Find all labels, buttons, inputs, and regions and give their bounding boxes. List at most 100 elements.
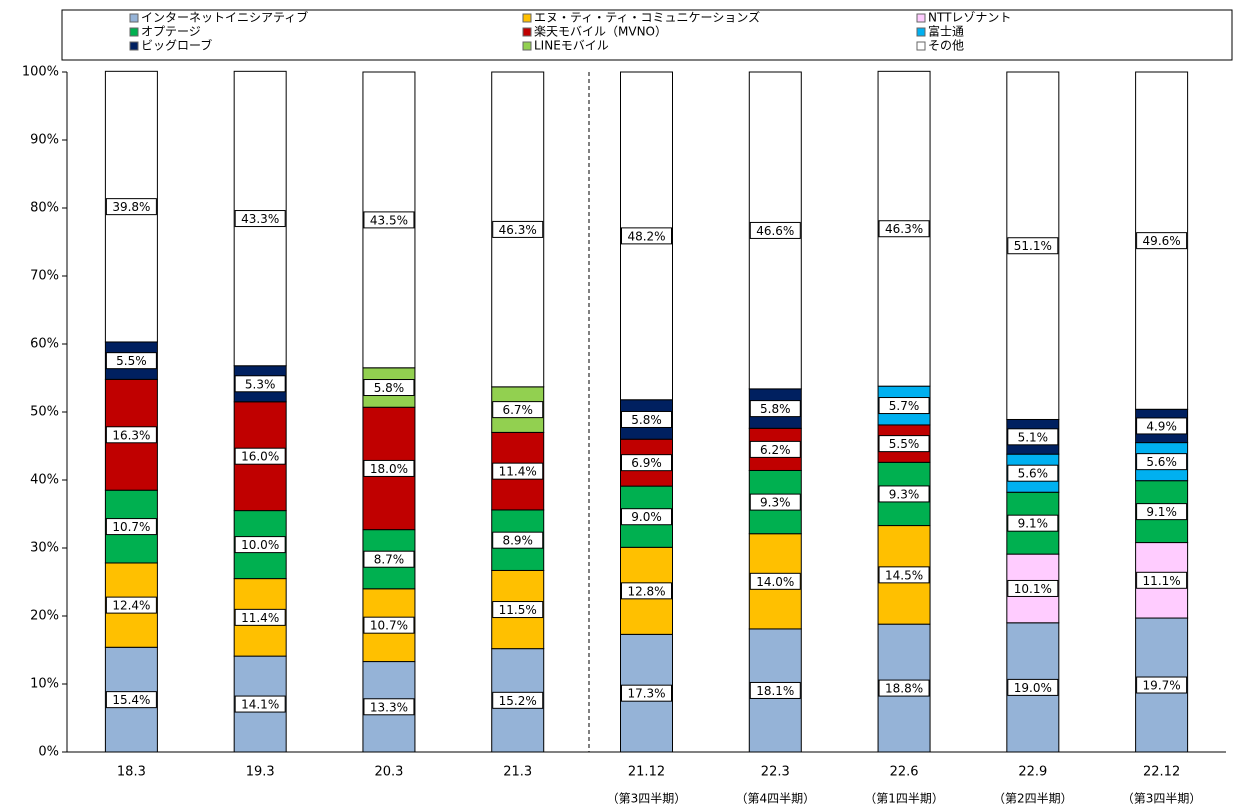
value-label-box xyxy=(492,462,544,480)
value-label: 9.3% xyxy=(889,487,920,501)
value-label: 51.1% xyxy=(1014,239,1052,253)
x-tick-label: 22.9 xyxy=(1018,765,1047,780)
value-label: 5.5% xyxy=(116,354,147,368)
value-label-box xyxy=(621,227,672,245)
x-tick-label: 21.12 xyxy=(628,765,665,780)
value-label: 10.7% xyxy=(370,619,408,633)
y-tick-label: 80% xyxy=(30,201,59,216)
value-label-box xyxy=(492,691,544,709)
value-label: 8.9% xyxy=(502,534,533,548)
x-tick-label: 20.3 xyxy=(374,765,403,780)
value-label-box xyxy=(1136,232,1188,250)
value-label: 5.1% xyxy=(1018,430,1049,444)
value-label: 5.3% xyxy=(245,377,276,391)
value-label-box xyxy=(878,397,930,415)
value-label: 10.1% xyxy=(1014,582,1052,596)
value-label-box xyxy=(621,684,672,702)
value-label: 14.0% xyxy=(756,575,794,589)
value-label-box xyxy=(749,221,801,239)
y-tick-label: 0% xyxy=(38,745,59,760)
value-label-box xyxy=(234,447,286,465)
value-label-box xyxy=(492,401,544,419)
value-label-box xyxy=(878,566,930,584)
y-tick-label: 100% xyxy=(22,65,59,80)
value-label: 12.4% xyxy=(112,599,150,613)
value-label-box xyxy=(492,220,544,238)
value-label: 46.3% xyxy=(885,222,923,236)
x-tick-sublabel: （第1四半期） xyxy=(864,792,944,806)
legend-swatch xyxy=(916,13,926,23)
legend-swatch xyxy=(522,41,532,51)
y-tick-label: 20% xyxy=(30,609,59,624)
value-label: 9.3% xyxy=(760,496,791,510)
value-label: 8.7% xyxy=(374,553,405,567)
value-label-box xyxy=(234,695,286,713)
x-tick-sublabel: （第4四半期） xyxy=(735,792,815,806)
value-label-box xyxy=(1136,571,1188,589)
y-tick-label: 40% xyxy=(30,473,59,488)
x-tick-label: 22.12 xyxy=(1143,765,1180,780)
value-label-box xyxy=(878,485,930,503)
value-label: 19.7% xyxy=(1143,679,1181,693)
value-label: 10.7% xyxy=(112,520,150,534)
value-label: 6.9% xyxy=(631,456,662,470)
legend-swatch xyxy=(129,27,139,37)
value-label-box xyxy=(621,454,672,472)
legend-label: 富士通 xyxy=(928,24,964,39)
value-label: 14.5% xyxy=(885,568,923,582)
value-label: 19.0% xyxy=(1014,681,1052,695)
value-label-box xyxy=(749,572,801,590)
value-label-box xyxy=(105,596,157,614)
legend-label: NTTレゾナント xyxy=(928,11,1011,25)
legend-label: ビッグローブ xyxy=(141,38,212,53)
value-label: 15.2% xyxy=(499,694,537,708)
legend-label: エヌ・ティ・ティ・コミュニケーションズ xyxy=(534,10,760,25)
value-label-box xyxy=(621,508,672,526)
value-label: 49.6% xyxy=(1143,234,1181,248)
x-tick-label: 18.3 xyxy=(117,765,146,780)
value-label-box xyxy=(1136,503,1188,521)
y-tick-label: 60% xyxy=(30,337,59,352)
value-label-box xyxy=(234,536,286,554)
value-label-box xyxy=(234,608,286,626)
value-label-box xyxy=(1136,417,1188,435)
value-label-box xyxy=(1007,678,1059,696)
value-label: 5.8% xyxy=(760,402,791,416)
legend-swatch xyxy=(522,13,532,23)
y-tick-label: 90% xyxy=(30,133,59,148)
value-label-box xyxy=(1136,453,1188,471)
value-label: 15.4% xyxy=(112,693,150,707)
value-label-box xyxy=(234,375,286,393)
x-tick-label: 19.3 xyxy=(246,765,275,780)
x-tick-sublabel: （第2四半期） xyxy=(993,792,1073,806)
legend-label: オプテージ xyxy=(141,25,201,39)
value-label-box xyxy=(105,691,157,709)
value-label-box xyxy=(1007,237,1059,255)
value-label: 9.0% xyxy=(631,510,662,524)
y-tick-label: 30% xyxy=(30,541,59,556)
value-label: 16.0% xyxy=(241,450,279,464)
value-label: 14.1% xyxy=(241,698,279,712)
legend-swatch xyxy=(522,27,532,37)
value-label-box xyxy=(1007,464,1059,482)
value-label: 13.3% xyxy=(370,700,408,714)
value-label: 18.1% xyxy=(756,684,794,698)
x-tick-sublabel: （第3四半期） xyxy=(1122,792,1202,806)
value-label: 9.1% xyxy=(1146,505,1177,519)
legend-swatch xyxy=(916,41,926,51)
y-tick-label: 70% xyxy=(30,269,59,284)
value-label-box xyxy=(105,426,157,444)
value-label: 18.8% xyxy=(885,682,923,696)
y-tick-label: 10% xyxy=(30,677,59,692)
value-label-box xyxy=(492,601,544,619)
value-label: 43.5% xyxy=(370,213,408,227)
value-label: 43.3% xyxy=(241,212,279,226)
value-label: 4.9% xyxy=(1146,419,1177,433)
value-label: 5.5% xyxy=(889,437,920,451)
value-label-box xyxy=(1007,428,1059,446)
value-label-box xyxy=(878,435,930,453)
value-label-box xyxy=(363,616,415,634)
value-label: 16.3% xyxy=(112,428,150,442)
legend-label: その他 xyxy=(928,39,964,53)
